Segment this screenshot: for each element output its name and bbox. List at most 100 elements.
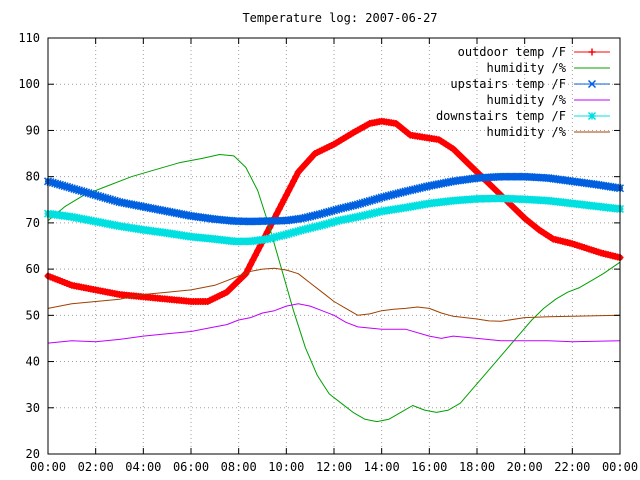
- series-marker: [318, 209, 327, 218]
- series-marker: [72, 185, 81, 194]
- series-marker: [372, 194, 381, 203]
- series-marker: [65, 183, 74, 192]
- legend-label: outdoor temp /F: [458, 45, 566, 59]
- series-marker: [249, 256, 257, 264]
- series-marker: [315, 210, 324, 219]
- series-marker: [329, 206, 339, 215]
- series-marker: [60, 182, 69, 191]
- series-3: [43, 172, 625, 226]
- y-tick-label: 90: [26, 123, 40, 137]
- series-marker: [247, 260, 255, 268]
- series-marker: [353, 200, 362, 209]
- series-marker: [365, 196, 374, 205]
- series-marker: [363, 197, 372, 206]
- series-marker: [325, 207, 334, 216]
- series-marker: [384, 191, 393, 200]
- series-marker: [389, 190, 398, 199]
- series-marker: [332, 205, 341, 214]
- series-marker: [273, 210, 281, 218]
- series-marker: [91, 191, 100, 200]
- y-tick-label: 40: [26, 355, 40, 369]
- legend-entry: humidity /%: [487, 125, 610, 139]
- series-4: [47, 303, 621, 344]
- series-marker: [101, 193, 110, 202]
- series-marker: [67, 184, 76, 193]
- legend-label: downstairs temp /F: [436, 109, 566, 123]
- series-marker: [96, 192, 105, 201]
- series-marker: [322, 208, 331, 217]
- legend-entry: outdoor temp /F: [458, 45, 610, 59]
- legend-label: humidity /%: [487, 125, 567, 139]
- series-marker: [98, 193, 107, 202]
- x-tick-label: 18:00: [459, 460, 495, 474]
- legend-entry: humidity /%: [487, 61, 610, 75]
- series-marker: [287, 182, 295, 190]
- series-marker: [63, 182, 72, 191]
- series-marker: [275, 205, 283, 213]
- series-marker: [74, 186, 84, 195]
- series-marker: [382, 192, 391, 201]
- series-marker: [251, 251, 259, 259]
- legend-marker: [587, 79, 597, 89]
- y-tick-label: 20: [26, 447, 40, 461]
- legend-entry: upstairs temp /F: [450, 77, 610, 91]
- chart-title: Temperature log: 2007-06-27: [242, 11, 437, 25]
- series-marker: [396, 188, 405, 197]
- legend-label: humidity /%: [487, 93, 567, 107]
- series-marker: [105, 195, 114, 204]
- series-marker: [391, 189, 400, 198]
- series-marker: [48, 178, 57, 187]
- series-marker: [356, 199, 365, 208]
- series-marker: [280, 196, 288, 204]
- series-marker: [254, 247, 262, 255]
- legend-marker: [587, 111, 597, 121]
- series-marker: [282, 191, 290, 199]
- series-marker: [82, 188, 91, 197]
- series-marker: [110, 196, 119, 205]
- series-2: [47, 154, 621, 423]
- y-tick-label: 30: [26, 401, 40, 415]
- series-marker: [55, 180, 64, 189]
- series-marker: [77, 186, 86, 196]
- y-tick-label: 60: [26, 262, 40, 276]
- series-marker: [89, 190, 98, 199]
- legend-label: upstairs temp /F: [450, 77, 566, 91]
- series-marker: [387, 191, 396, 200]
- series-1: [44, 117, 624, 305]
- series-line: [47, 267, 621, 322]
- series-marker: [360, 198, 370, 207]
- series-marker: [289, 177, 297, 185]
- series-marker: [244, 265, 252, 273]
- series-line: [47, 154, 621, 423]
- x-tick-label: 02:00: [78, 460, 114, 474]
- series-6: [47, 267, 621, 322]
- x-tick-label: 22:00: [554, 460, 590, 474]
- series-marker: [368, 196, 377, 205]
- legend-entry: downstairs temp /F: [436, 109, 610, 123]
- series-5: [43, 194, 625, 246]
- series-marker: [86, 189, 95, 198]
- series-marker: [94, 191, 103, 200]
- x-tick-label: 04:00: [125, 460, 161, 474]
- series-marker: [380, 192, 389, 201]
- x-tick-label: 00:00: [30, 460, 66, 474]
- x-tick-label: 12:00: [316, 460, 352, 474]
- axis-ticks: 20 30 40 50 60 70 80 90 100 110 00:00 02:00 04:00 06:…: [18, 31, 638, 474]
- x-tick-label: 20:00: [507, 460, 543, 474]
- x-tick-label: 06:00: [173, 460, 209, 474]
- x-tick-label: 14:00: [364, 460, 400, 474]
- legend-marker: [588, 48, 596, 56]
- series-marker: [58, 181, 67, 190]
- series-marker: [394, 189, 403, 198]
- series-marker: [320, 208, 329, 218]
- series-marker: [285, 187, 293, 195]
- x-tick-label: 16:00: [411, 460, 447, 474]
- x-tick-label: 00:00: [602, 460, 638, 474]
- legend: outdoor temp /F humidity /% upstairs temp …: [436, 45, 610, 139]
- series-marker: [358, 198, 367, 208]
- series-line: [47, 303, 621, 344]
- series-marker: [377, 193, 386, 202]
- y-tick-label: 80: [26, 170, 40, 184]
- series-lines: [43, 117, 625, 423]
- x-tick-label: 08:00: [221, 460, 257, 474]
